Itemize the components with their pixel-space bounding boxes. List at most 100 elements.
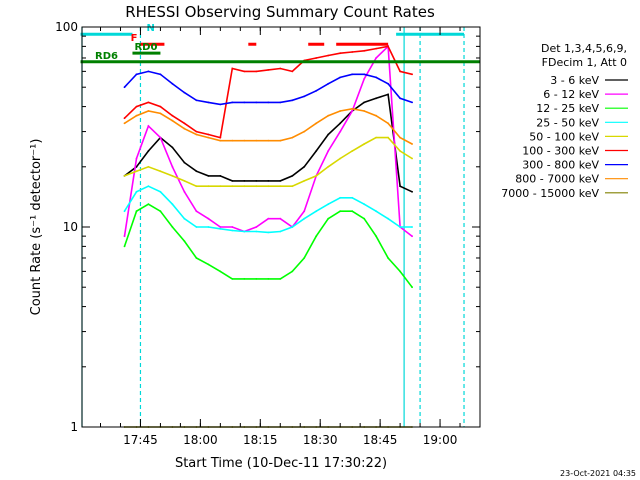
series-point xyxy=(171,165,174,168)
series-point xyxy=(387,122,389,125)
series-point xyxy=(207,217,210,220)
series-point xyxy=(399,70,401,73)
series-point xyxy=(363,143,366,145)
series-point xyxy=(279,230,282,233)
series-point xyxy=(399,97,401,100)
series-point xyxy=(219,226,222,228)
series-point xyxy=(231,180,234,182)
series-point xyxy=(327,165,330,168)
series-point xyxy=(231,185,234,188)
series-point xyxy=(183,190,186,193)
series-point xyxy=(291,226,294,228)
series-point xyxy=(375,47,377,50)
series-point xyxy=(327,150,330,152)
series-point xyxy=(255,278,258,280)
series-point xyxy=(363,78,366,80)
series-point xyxy=(351,110,354,112)
series-point xyxy=(291,185,294,188)
series-point xyxy=(159,112,162,115)
series-point xyxy=(411,226,413,228)
legend-label: 6 - 12 keV xyxy=(543,88,599,101)
series-point xyxy=(387,93,389,96)
series-point xyxy=(327,217,330,220)
series-point xyxy=(159,170,162,173)
series-point xyxy=(279,185,282,188)
series-point xyxy=(219,185,222,188)
series-point xyxy=(327,114,330,117)
series-point xyxy=(159,190,162,193)
series-point xyxy=(267,101,270,104)
series-point xyxy=(363,217,366,220)
series-point xyxy=(291,70,294,73)
legend-label: 25 - 50 keV xyxy=(536,116,599,129)
series-point xyxy=(171,175,174,177)
series-point xyxy=(279,139,282,142)
series-point xyxy=(291,270,294,273)
series-point xyxy=(135,170,138,173)
series-point xyxy=(399,150,401,152)
series-point xyxy=(267,180,270,182)
series-point xyxy=(339,196,342,199)
series-point xyxy=(375,76,377,79)
series-point xyxy=(147,185,150,188)
series-point xyxy=(399,270,401,273)
x-tick-label: 19:00 xyxy=(423,433,458,447)
chart-title: RHESSI Observing Summary Count Rates xyxy=(125,3,435,21)
series-point xyxy=(363,73,366,76)
series-point xyxy=(183,180,186,182)
series-point xyxy=(207,101,210,104)
series-point xyxy=(135,73,138,76)
series-point xyxy=(291,99,294,102)
x-axis: 17:45 18:00 18:15 18:30 18:45 19:00 xyxy=(100,27,461,447)
series-point xyxy=(183,217,186,220)
series-point xyxy=(135,190,138,193)
series-point xyxy=(243,230,246,233)
legend: Det 1,3,4,5,6,9,FDecim 1, Att 0 3 - 6 keV… xyxy=(501,42,628,200)
legend-label: 50 - 100 keV xyxy=(529,130,599,143)
series-point xyxy=(207,133,210,136)
series-point xyxy=(255,101,258,104)
series-point xyxy=(123,245,126,248)
series-point xyxy=(315,89,318,92)
series-point xyxy=(171,114,174,117)
series-point xyxy=(267,231,270,234)
series-point xyxy=(363,110,366,112)
series-point xyxy=(327,203,330,206)
series-point xyxy=(183,122,186,125)
series-point xyxy=(339,130,342,133)
series-point xyxy=(375,97,377,100)
series-point xyxy=(351,51,354,53)
series-point xyxy=(351,73,354,76)
legend-label: 12 - 25 keV xyxy=(536,102,599,115)
series-point xyxy=(315,57,318,59)
series-point xyxy=(231,229,234,232)
series-point xyxy=(123,210,126,213)
series-point xyxy=(147,125,150,127)
series-point xyxy=(195,185,198,188)
series-point xyxy=(375,235,377,238)
series-point xyxy=(135,105,138,108)
series-point xyxy=(303,210,306,213)
series-point xyxy=(243,70,246,73)
series-point xyxy=(255,226,258,228)
series-point xyxy=(147,150,150,152)
legend-label: 300 - 800 keV xyxy=(522,159,599,172)
series-point xyxy=(195,170,198,173)
series-point xyxy=(411,190,413,193)
series-point xyxy=(303,257,306,259)
series-point xyxy=(351,107,354,110)
series-point xyxy=(339,157,342,160)
series-point xyxy=(231,278,234,280)
series-point xyxy=(255,139,258,142)
series-point xyxy=(171,226,174,228)
series-point xyxy=(195,133,198,136)
series-point xyxy=(327,82,330,85)
series-point xyxy=(243,139,246,142)
x-tick-label: 18:45 xyxy=(363,433,398,447)
series-point xyxy=(363,49,366,52)
series-point xyxy=(135,210,138,213)
series-point xyxy=(339,52,342,55)
series-point xyxy=(375,57,377,59)
series-point xyxy=(387,136,389,139)
